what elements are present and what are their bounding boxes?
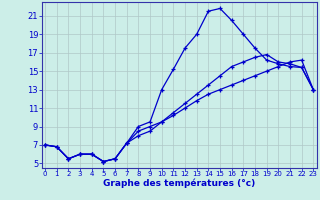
X-axis label: Graphe des températures (°c): Graphe des températures (°c) [103,179,255,188]
